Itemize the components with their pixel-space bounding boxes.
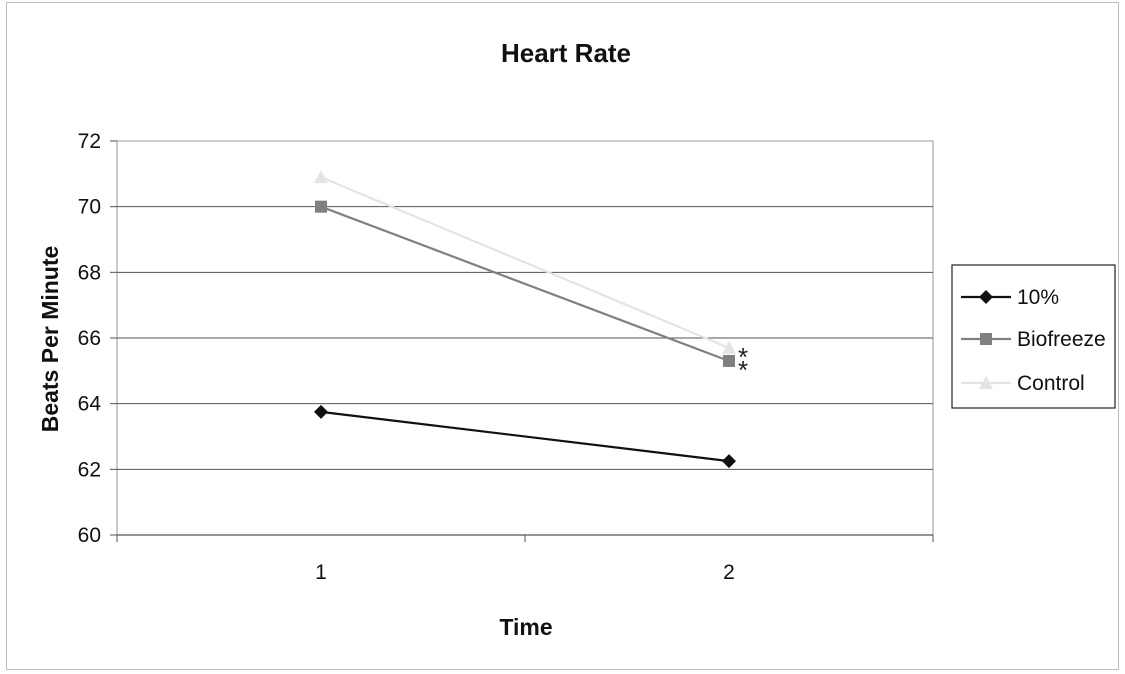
y-axis-label: Beats Per Minute [37,246,63,433]
y-tick-label: 62 [78,458,101,481]
series-line [320,176,730,349]
data-point [315,200,327,213]
legend-label: 10% [1017,286,1059,309]
series-1 [315,200,735,367]
y-tick-label: 72 [78,130,101,153]
legend-marker [979,376,993,389]
y-tick-label: 66 [78,327,101,350]
legend-item: Biofreeze [961,328,1106,351]
significance-marker: * [738,355,748,385]
legend: 10% Biofreeze Control [951,264,1116,409]
y-tick-label: 60 [78,524,101,547]
x-tick-label: 1 [315,561,327,584]
series-0 [314,404,736,469]
data-point [723,354,735,367]
series-line [320,410,730,463]
significance-marker: * [738,342,748,372]
legend-item: 10% [961,286,1059,309]
x-tick-label: 2 [723,561,735,584]
data-point [314,404,328,419]
y-tick-label: 64 [78,393,102,416]
annotation-layer: ** [738,342,748,385]
y-tick-label: 70 [78,196,101,219]
series-line [320,205,730,363]
legend-item: Control [961,372,1085,395]
grid-lines [117,206,933,470]
y-tick-label: 68 [78,261,101,284]
legend-marker [979,290,993,304]
legend-marker [980,333,992,345]
series-2 [314,170,736,354]
series-layer [314,170,736,469]
y-axis-ticks: 60 62 64 66 68 70 72 [78,130,117,547]
data-point [722,454,736,469]
chart-title: Heart Rate [501,38,631,68]
legend-box [951,264,1116,409]
data-point [314,170,328,184]
x-axis-label: Time [499,614,552,640]
legend-label: Biofreeze [1017,328,1106,351]
data-point [722,340,736,354]
legend-label: Control [1017,372,1085,395]
